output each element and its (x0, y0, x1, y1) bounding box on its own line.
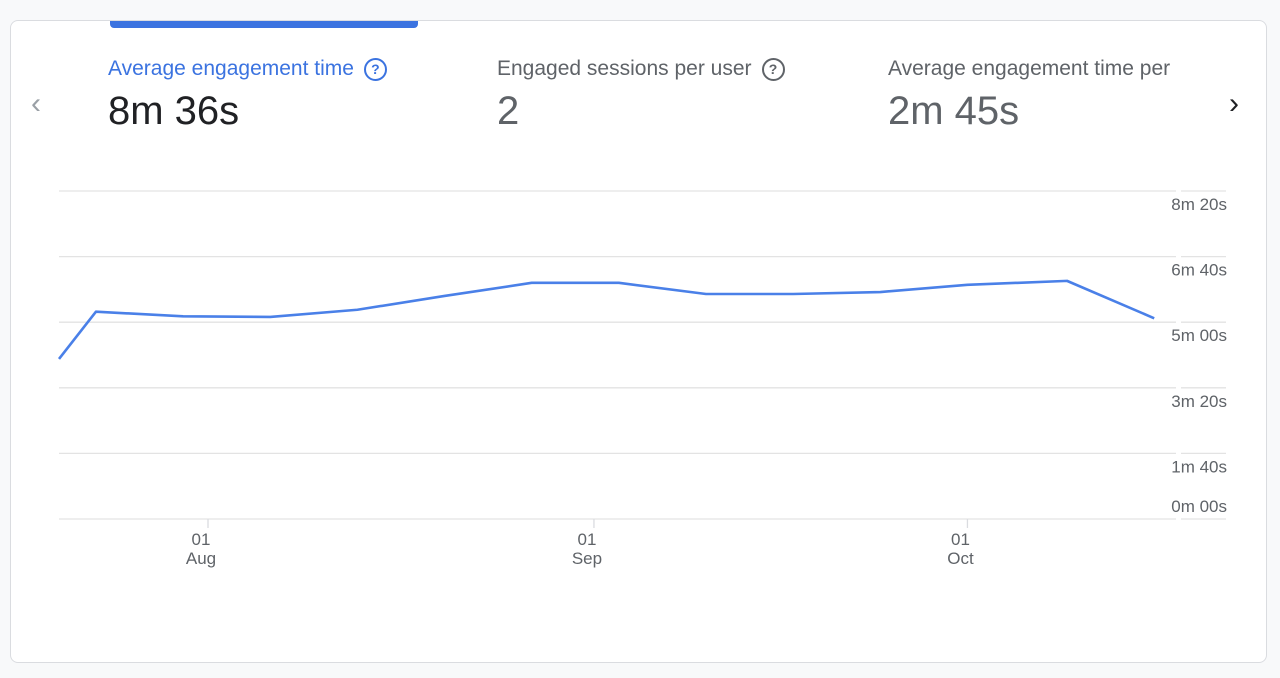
help-icon[interactable]: ? (363, 57, 387, 81)
engagement-card: ‹ › Average engagement time? 8m 36s Enga… (10, 20, 1267, 663)
x-tick-day: 01 (951, 530, 970, 549)
metric-average-engagement-time-per[interactable]: Average engagement time per 2m 45s (888, 57, 1170, 134)
metric-label: Average engagement time per (888, 57, 1171, 80)
y-tick-label: 0m 00s (1171, 497, 1227, 516)
metric-label: Engaged sessions per user (497, 57, 752, 80)
chevron-left-icon[interactable]: ‹ (31, 87, 41, 120)
y-tick-label: 8m 20s (1171, 195, 1227, 214)
x-tick-day: 01 (192, 530, 211, 549)
x-tick-month: Aug (186, 549, 216, 568)
metric-value: 2 (497, 89, 520, 133)
y-tick-label: 3m 20s (1171, 392, 1227, 411)
x-tick-month: Sep (572, 549, 602, 568)
metric-engaged-sessions-per-user[interactable]: Engaged sessions per user? 2 (497, 57, 785, 134)
metric-value: 2m 45s (888, 89, 1020, 133)
help-icon[interactable]: ? (761, 57, 785, 81)
y-tick-label: 1m 40s (1171, 457, 1227, 476)
x-tick-day: 01 (577, 530, 596, 549)
y-tick-label: 5m 00s (1171, 326, 1227, 345)
active-tab-indicator (110, 21, 418, 28)
series-line (57, 279, 1155, 360)
x-tick-month: Oct (947, 549, 974, 568)
y-tick-label: 6m 40s (1171, 261, 1227, 280)
metric-average-engagement-time[interactable]: Average engagement time? 8m 36s (108, 57, 387, 134)
chevron-right-icon[interactable]: › (1229, 87, 1239, 120)
metric-value: 8m 36s (108, 89, 240, 133)
metric-label: Average engagement time (108, 57, 354, 80)
